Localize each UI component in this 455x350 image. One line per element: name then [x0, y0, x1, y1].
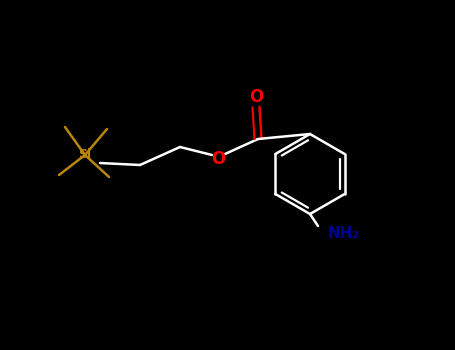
Text: NH₂: NH₂ — [328, 226, 360, 242]
Text: Si: Si — [78, 148, 91, 161]
Text: O: O — [249, 88, 263, 106]
Text: O: O — [211, 150, 225, 168]
